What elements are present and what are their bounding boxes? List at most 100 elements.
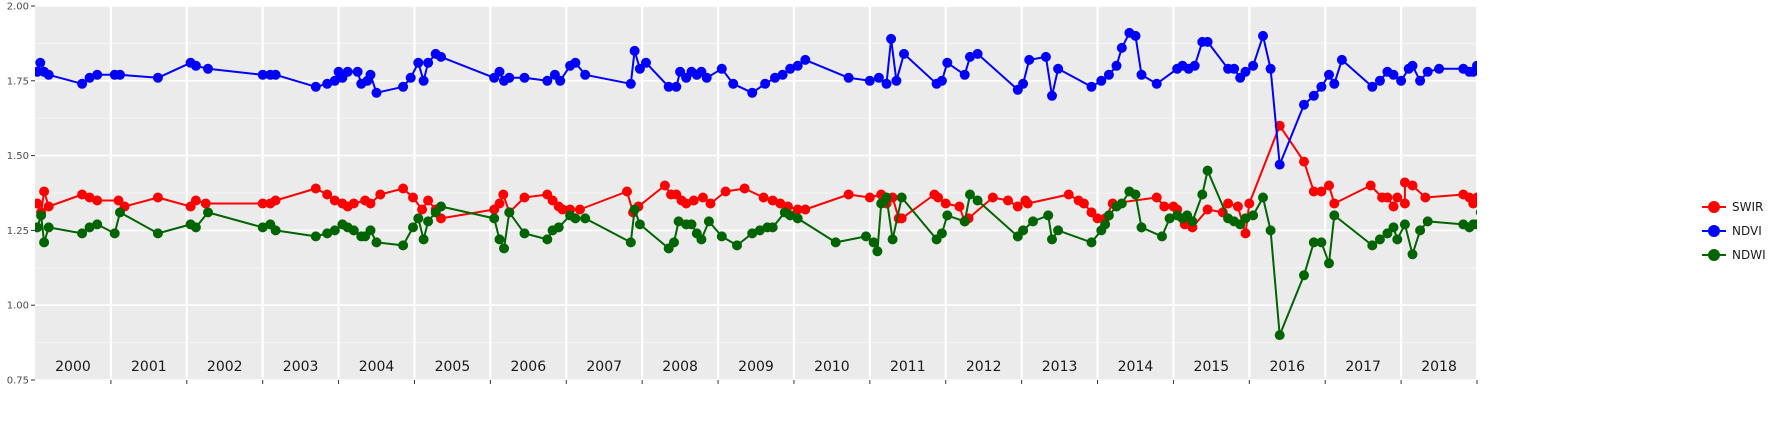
data-point-swir bbox=[697, 192, 708, 203]
data-point-ndvi bbox=[1434, 63, 1445, 74]
data-point-swir bbox=[77, 189, 88, 200]
data-point-ndwi bbox=[747, 228, 758, 239]
data-point-ndvi bbox=[1396, 75, 1407, 86]
data-point-ndwi bbox=[830, 237, 841, 248]
data-point-ndwi bbox=[1392, 234, 1403, 245]
data-point-ndvi bbox=[1018, 78, 1029, 89]
data-point-ndvi bbox=[777, 69, 788, 80]
data-point-ndvi bbox=[257, 69, 268, 80]
data-point-ndvi bbox=[701, 72, 712, 83]
data-point-ndvi bbox=[1475, 62, 1477, 70]
year-label: 2010 bbox=[814, 359, 850, 375]
data-point-swir bbox=[1472, 192, 1477, 203]
data-point-ndwi bbox=[1197, 189, 1208, 200]
data-point-ndwi bbox=[371, 237, 382, 248]
y-tick-label: 1.00 bbox=[7, 301, 29, 312]
data-point-ndvi bbox=[899, 48, 909, 59]
data-point-ndwi bbox=[270, 225, 281, 236]
data-point-swir bbox=[557, 204, 568, 215]
data-point-ndvi bbox=[1151, 78, 1162, 89]
data-point-swir bbox=[1399, 177, 1410, 188]
data-point-swir bbox=[1382, 192, 1393, 203]
data-point-ndvi bbox=[398, 81, 409, 92]
data-point-swir bbox=[84, 192, 95, 203]
data-point-ndvi bbox=[322, 78, 333, 89]
data-point-ndvi bbox=[1329, 78, 1340, 89]
data-point-ndvi bbox=[152, 72, 163, 83]
data-point-ndwi bbox=[1388, 222, 1399, 233]
data-point-swir bbox=[1329, 198, 1340, 209]
data-point-swir bbox=[1420, 192, 1431, 203]
data-point-swir bbox=[1316, 186, 1327, 197]
data-point-ndwi bbox=[1382, 228, 1393, 239]
legend-item-ndvi: NDVI bbox=[1700, 219, 1766, 243]
data-point-ndwi bbox=[1399, 219, 1410, 230]
data-point-swir bbox=[1151, 192, 1162, 203]
data-point-ndvi bbox=[77, 78, 88, 89]
legend-key-swir bbox=[1700, 197, 1728, 217]
data-point-swir bbox=[800, 204, 811, 215]
year-label: 2002 bbox=[207, 359, 243, 375]
data-point-ndvi bbox=[1130, 30, 1141, 41]
data-point-ndvi bbox=[770, 72, 780, 83]
data-point-ndwi bbox=[1053, 225, 1064, 236]
data-point-swir bbox=[1308, 186, 1319, 197]
data-point-swir bbox=[758, 192, 769, 203]
data-point-swir bbox=[190, 195, 201, 206]
data-point-swir bbox=[775, 198, 786, 209]
data-point-ndwi bbox=[1274, 330, 1285, 341]
data-point-ndvi bbox=[1478, 64, 1488, 74]
data-point-ndwi bbox=[348, 225, 359, 236]
data-point-ndwi bbox=[767, 222, 778, 233]
data-point-ndwi bbox=[1130, 189, 1141, 200]
data-point-ndvi bbox=[1274, 159, 1285, 170]
data-point-ndwi bbox=[580, 213, 591, 224]
data-point-ndwi bbox=[1367, 240, 1378, 251]
data-point-swir bbox=[933, 192, 944, 203]
data-point-swir bbox=[1012, 201, 1023, 212]
data-point-ndwi bbox=[553, 222, 564, 233]
data-point-swir bbox=[688, 195, 699, 206]
data-point-ndwi bbox=[84, 222, 95, 233]
data-point-ndvi bbox=[190, 60, 201, 71]
data-point-ndvi bbox=[972, 48, 983, 59]
data-point-swir bbox=[398, 183, 409, 194]
data-point-swir bbox=[1240, 228, 1251, 239]
year-label: 2016 bbox=[1269, 359, 1305, 375]
data-point-ndvi bbox=[1308, 90, 1319, 101]
data-point-ndwi bbox=[861, 231, 871, 242]
data-point-ndwi bbox=[629, 204, 640, 215]
data-point-ndvi bbox=[629, 45, 640, 56]
data-point-ndwi bbox=[785, 210, 796, 221]
data-point-ndwi bbox=[896, 192, 907, 203]
data-point-ndwi bbox=[1103, 210, 1114, 221]
data-point-ndwi bbox=[686, 219, 697, 230]
data-point-swir bbox=[270, 195, 281, 206]
data-point-ndwi bbox=[1299, 270, 1309, 281]
data-point-ndwi bbox=[1475, 209, 1477, 216]
data-point-ndvi bbox=[959, 69, 970, 80]
data-point-swir bbox=[1092, 213, 1103, 224]
data-point-ndwi bbox=[1187, 216, 1198, 227]
data-point-ndvi bbox=[1024, 54, 1035, 65]
data-point-swir bbox=[954, 201, 965, 212]
data-point-ndvi bbox=[792, 60, 803, 71]
data-point-swir bbox=[498, 189, 509, 200]
data-point-ndwi bbox=[634, 219, 645, 230]
data-point-swir bbox=[423, 195, 434, 206]
data-point-swir bbox=[375, 189, 386, 200]
data-point-ndwi bbox=[423, 216, 434, 227]
data-point-ndwi bbox=[942, 210, 953, 221]
data-point-swir bbox=[310, 183, 321, 194]
data-point-swir bbox=[622, 186, 632, 197]
data-point-ndvi bbox=[760, 78, 771, 89]
data-point-ndwi bbox=[872, 246, 883, 257]
data-point-ndwi bbox=[1258, 192, 1268, 203]
data-point-ndvi bbox=[1415, 75, 1426, 86]
data-point-ndvi bbox=[716, 63, 727, 74]
data-point-swir bbox=[322, 189, 333, 200]
data-point-ndvi bbox=[1136, 69, 1147, 80]
data-point-ndvi bbox=[418, 75, 429, 86]
data-point-ndwi bbox=[310, 231, 321, 242]
